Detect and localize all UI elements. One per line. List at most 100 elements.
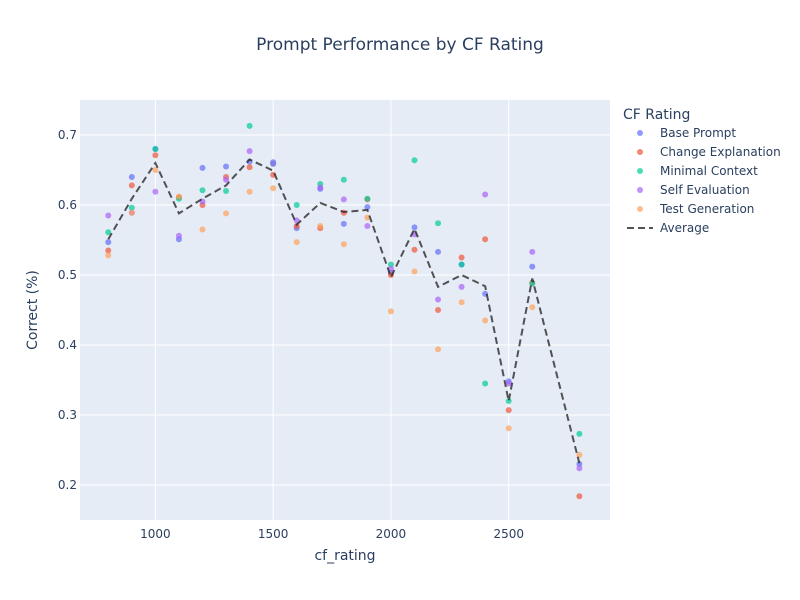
legend-label: Average bbox=[660, 221, 709, 235]
data-marks bbox=[105, 122, 583, 500]
legend-swatch bbox=[637, 206, 643, 212]
point-self-evaluation bbox=[152, 188, 159, 195]
point-test-generation bbox=[152, 167, 159, 173]
legend-item-test-generation[interactable]: Test Generation bbox=[637, 202, 754, 216]
legend-label: Minimal Context bbox=[660, 164, 758, 178]
point-self-evaluation bbox=[458, 283, 465, 290]
point-test-generation bbox=[246, 188, 253, 195]
point-self-evaluation bbox=[576, 465, 583, 472]
point-self-evaluation bbox=[175, 232, 182, 239]
tick-labels: 1000 1500 2000 2500 0.2 0.3 0.4 0.5 0.6 0.7 bbox=[58, 128, 524, 541]
point-base-prompt bbox=[364, 204, 371, 211]
point-minimal-context bbox=[505, 398, 512, 404]
y-tick-label: 0.7 bbox=[58, 128, 77, 142]
point-change-explanation bbox=[246, 164, 253, 171]
point-minimal-context bbox=[576, 430, 583, 437]
legend-item-base-prompt[interactable]: Base Prompt bbox=[637, 126, 736, 140]
point-self-evaluation bbox=[435, 296, 442, 303]
point-self-evaluation bbox=[246, 148, 253, 155]
point-change-explanation bbox=[458, 254, 465, 261]
point-minimal-context bbox=[293, 202, 300, 208]
point-self-evaluation bbox=[364, 223, 371, 229]
legend-item-change-explanation[interactable]: Change Explanation bbox=[637, 145, 781, 159]
legend-swatch bbox=[637, 187, 643, 193]
point-minimal-context bbox=[152, 146, 159, 152]
point-base-prompt bbox=[199, 164, 206, 171]
legend-label: Test Generation bbox=[659, 202, 754, 216]
point-test-generation bbox=[458, 299, 465, 306]
x-tick-label: 2000 bbox=[376, 527, 407, 541]
point-base-prompt bbox=[340, 220, 347, 227]
point-test-generation bbox=[387, 308, 394, 315]
point-test-generation bbox=[128, 209, 135, 216]
point-minimal-context bbox=[223, 188, 230, 194]
point-test-generation bbox=[482, 317, 489, 324]
legend[interactable]: Base Prompt Change Explanation Minimal Con… bbox=[627, 126, 781, 235]
y-axis-title: Correct (%) bbox=[25, 270, 41, 350]
point-test-generation bbox=[340, 241, 347, 248]
x-tick-label: 1500 bbox=[258, 527, 289, 541]
y-tick-label: 0.2 bbox=[58, 478, 77, 492]
point-change-explanation bbox=[411, 246, 418, 253]
point-self-evaluation bbox=[529, 248, 536, 255]
legend-item-average[interactable]: Average bbox=[627, 221, 709, 235]
legend-label: Change Explanation bbox=[660, 145, 781, 159]
point-change-explanation bbox=[482, 236, 489, 243]
point-base-prompt bbox=[435, 248, 442, 255]
point-test-generation bbox=[435, 346, 442, 353]
y-tick-label: 0.5 bbox=[58, 268, 77, 282]
point-minimal-context bbox=[387, 261, 394, 268]
point-test-generation bbox=[317, 223, 324, 229]
point-test-generation bbox=[505, 425, 512, 432]
point-change-explanation bbox=[505, 407, 512, 414]
point-base-prompt bbox=[411, 224, 418, 231]
legend-label: Base Prompt bbox=[660, 126, 736, 140]
point-minimal-context bbox=[246, 122, 253, 129]
legend-swatch bbox=[637, 149, 643, 155]
point-base-prompt bbox=[529, 263, 536, 270]
x-tick-label: 2500 bbox=[493, 527, 524, 541]
legend-item-self-evaluation[interactable]: Self Evaluation bbox=[637, 183, 750, 197]
point-test-generation bbox=[411, 268, 418, 275]
legend-label: Self Evaluation bbox=[660, 183, 750, 197]
point-minimal-context bbox=[105, 229, 112, 236]
point-minimal-context bbox=[199, 187, 206, 194]
x-axis-title: cf_rating bbox=[314, 548, 375, 564]
y-tick-label: 0.3 bbox=[58, 408, 77, 422]
point-base-prompt bbox=[223, 163, 230, 170]
point-minimal-context bbox=[364, 195, 371, 202]
point-test-generation bbox=[199, 226, 206, 233]
point-change-explanation bbox=[576, 493, 583, 500]
point-test-generation bbox=[529, 304, 536, 311]
point-change-explanation bbox=[152, 152, 159, 159]
chart-title: Prompt Performance by CF Rating bbox=[256, 35, 544, 55]
point-test-generation bbox=[270, 185, 277, 192]
plot-area bbox=[80, 100, 610, 520]
point-test-generation bbox=[223, 210, 230, 217]
legend-swatch bbox=[637, 130, 643, 136]
legend-item-minimal-context[interactable]: Minimal Context bbox=[637, 164, 758, 178]
y-tick-label: 0.4 bbox=[58, 338, 77, 352]
point-base-prompt bbox=[105, 239, 112, 246]
point-self-evaluation bbox=[505, 380, 512, 387]
point-test-generation bbox=[293, 239, 300, 246]
point-base-prompt bbox=[128, 174, 135, 180]
point-self-evaluation bbox=[482, 191, 489, 198]
point-self-evaluation bbox=[223, 176, 230, 183]
x-tick-label: 1000 bbox=[140, 527, 171, 541]
point-minimal-context bbox=[411, 157, 418, 164]
point-change-explanation bbox=[435, 307, 442, 313]
point-minimal-context bbox=[482, 380, 489, 387]
point-test-generation bbox=[175, 193, 182, 200]
y-tick-label: 0.6 bbox=[58, 198, 77, 212]
point-self-evaluation bbox=[340, 196, 347, 203]
point-self-evaluation bbox=[317, 184, 324, 191]
point-self-evaluation bbox=[270, 160, 277, 167]
point-minimal-context bbox=[340, 176, 347, 183]
point-test-generation bbox=[576, 451, 583, 458]
series-line-average bbox=[107, 158, 581, 464]
point-test-generation bbox=[105, 252, 112, 259]
point-self-evaluation bbox=[105, 212, 112, 219]
point-minimal-context bbox=[435, 220, 442, 227]
